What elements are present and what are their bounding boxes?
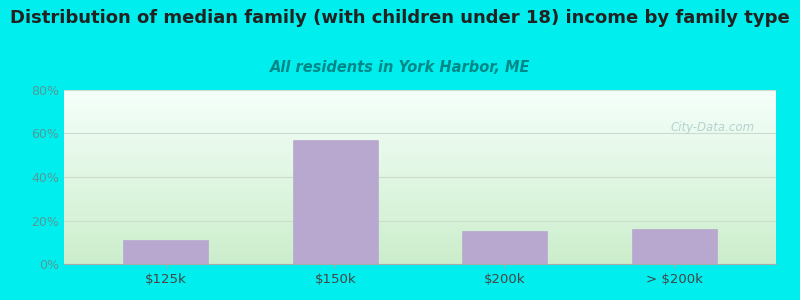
Bar	[632, 229, 717, 264]
Text: City-Data.com: City-Data.com	[670, 121, 754, 134]
Bar	[123, 240, 208, 264]
Text: All residents in York Harbor, ME: All residents in York Harbor, ME	[270, 60, 530, 75]
Bar	[293, 140, 378, 264]
Bar	[462, 231, 547, 264]
Text: Distribution of median family (with children under 18) income by family type: Distribution of median family (with chil…	[10, 9, 790, 27]
